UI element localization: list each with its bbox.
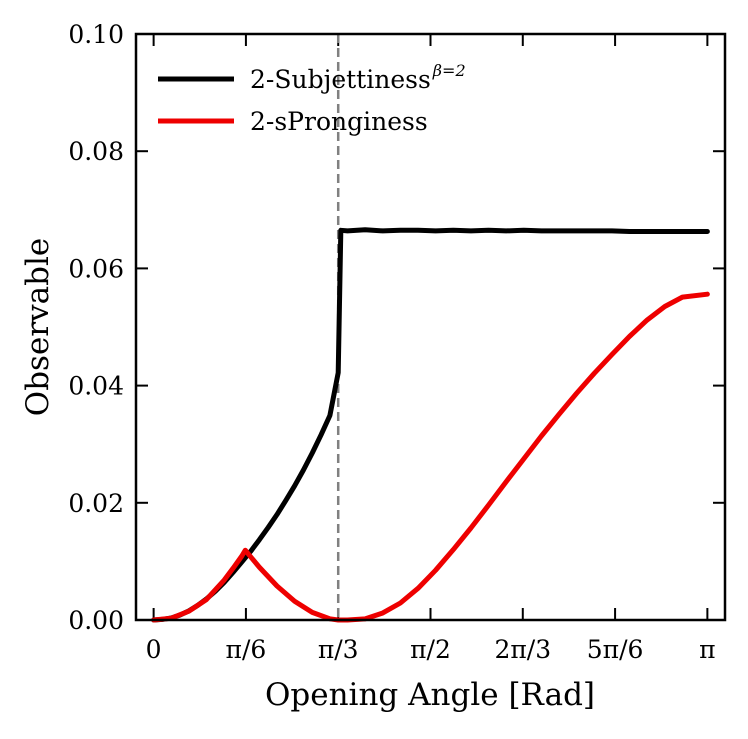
- y-axis-ticks: 0.00 0.02 0.04 0.06 0.08 0.10: [68, 20, 725, 635]
- plot-frame: [134, 32, 727, 622]
- x-axis-ticks: 0 π/6 π/3 π/2 2π/3 5π/6 π: [146, 34, 716, 664]
- x-axis-label: Opening Angle [Rad]: [265, 677, 595, 713]
- y-tick-label: 0.00: [68, 606, 124, 635]
- series-line-2-spronginess: [151, 291, 710, 623]
- legend-label-2-subjettiness: 2-Subjettiness β=2: [250, 61, 466, 94]
- x-tick-label: π/2: [410, 635, 451, 664]
- legend-label-2-spronginess: 2-sPronginess: [250, 107, 428, 136]
- x-tick-label: 2π/3: [494, 635, 551, 664]
- x-tick-label: π/6: [226, 635, 267, 664]
- legend: 2-Subjettiness β=2 2-sPronginess: [158, 61, 466, 136]
- y-tick-label: 0.08: [68, 137, 124, 166]
- x-tick-label: π/3: [318, 635, 359, 664]
- y-tick-label: 0.02: [68, 489, 124, 518]
- legend-label-2-subjettiness-superscript: β=2: [432, 61, 466, 80]
- y-tick-label: 0.06: [68, 254, 124, 283]
- y-tick-label: 0.04: [68, 372, 124, 401]
- x-tick-label: 0: [146, 635, 162, 664]
- plot-area: 0 π/6 π/3 π/2 2π/3 5π/6 π 0.00 0.02 0.04 0.06 0.08…: [68, 20, 727, 664]
- x-tick-label: π: [699, 635, 715, 664]
- y-axis-label: Observable: [20, 238, 56, 416]
- y-tick-label: 0.10: [68, 20, 124, 49]
- x-tick-label: 5π/6: [587, 635, 644, 664]
- legend-label-2-subjettiness-name: 2-Subjettiness: [250, 65, 431, 94]
- series-layer: [151, 227, 710, 623]
